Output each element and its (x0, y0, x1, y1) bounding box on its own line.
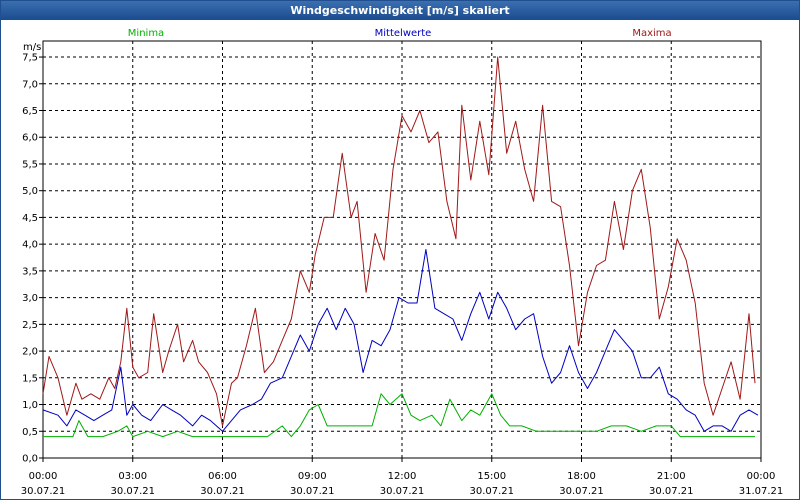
x-tick-time: 15:00 (477, 471, 506, 482)
legend-mittelwerte: Mittelwerte (375, 28, 432, 39)
grid-layer (43, 41, 761, 458)
legend-minima: Minima (128, 28, 164, 39)
y-tick-label: 6,5 (22, 106, 38, 117)
x-tick-date: 31.07.21 (739, 486, 784, 497)
axis-layer: m/s Minima Mittelwerte Maxima 0,0 0,5 1,0 1… (21, 28, 784, 497)
x-tick-time: 18:00 (567, 471, 596, 482)
y-tick-label: 2,0 (22, 347, 38, 358)
x-tick-date: 30.07.21 (110, 486, 155, 497)
y-tick-label: 3,5 (22, 266, 38, 277)
y-tick-label: 4,0 (22, 240, 38, 251)
y-tick-label: 5,0 (22, 186, 38, 197)
y-tick-label: 7,5 (22, 53, 38, 64)
y-tick-label: 7,0 (22, 79, 38, 90)
series-line-mittel (42, 249, 759, 432)
y-unit-label: m/s (23, 42, 41, 53)
series-line-maxima (42, 56, 756, 427)
x-tick-time: 12:00 (388, 471, 417, 482)
x-tick-time: 00:00 (29, 471, 58, 482)
x-tick-date: 30.07.21 (21, 486, 66, 497)
y-tick-label: 5,5 (22, 159, 38, 170)
x-tick-date: 30.07.21 (649, 486, 694, 497)
y-tick-label: 3,0 (22, 293, 38, 304)
y-tick-label: 4,5 (22, 213, 38, 224)
series-layer (42, 56, 759, 438)
x-tick-date: 30.07.21 (559, 486, 604, 497)
x-tick-date: 30.07.21 (380, 486, 425, 497)
plot-frame (42, 40, 762, 459)
x-tick-time: 03:00 (118, 471, 147, 482)
x-tick-date: 30.07.21 (469, 486, 514, 497)
x-tick-time: 00:00 (747, 471, 776, 482)
y-tick-label: 2,5 (22, 320, 38, 331)
x-tick-time: 06:00 (208, 471, 237, 482)
x-tick-time: 09:00 (298, 471, 327, 482)
y-tick-label: 0,5 (22, 427, 38, 438)
y-tick-label: 6,0 (22, 133, 38, 144)
y-tick-label: 0,0 (22, 454, 38, 465)
x-tick-date: 30.07.21 (290, 486, 335, 497)
legend-maxima: Maxima (632, 28, 671, 39)
y-tick-label: 1,5 (22, 373, 38, 384)
x-tick-date: 30.07.21 (200, 486, 245, 497)
series-line-minima (43, 393, 755, 438)
chart-title: Windgeschwindigkeit [m/s] skaliert (1, 1, 799, 20)
x-tick-time: 21:00 (657, 471, 686, 482)
y-tick-label: 1,0 (22, 400, 38, 411)
